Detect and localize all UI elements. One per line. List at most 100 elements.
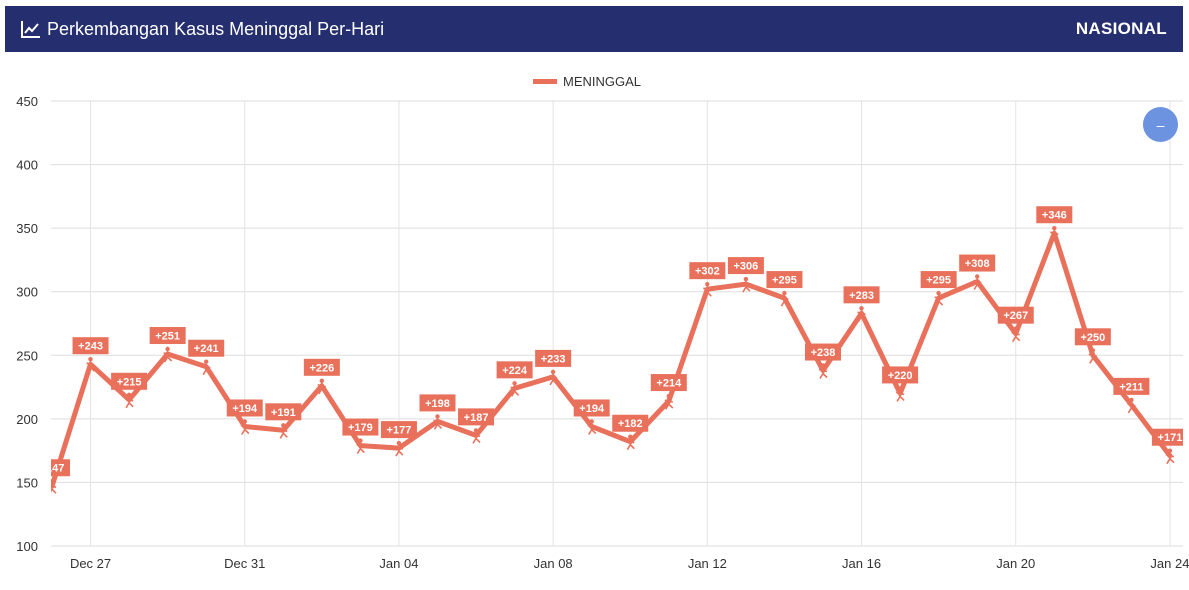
marker-head (628, 434, 633, 439)
marker-head (936, 290, 941, 296)
y-tick-label: 400 (16, 158, 38, 173)
data-point-marker (356, 438, 365, 455)
marker-head (743, 276, 749, 282)
data-label-text: +215 (117, 376, 142, 388)
data-point-marker (741, 276, 751, 293)
data-label: +194 (573, 399, 610, 417)
data-point-marker (1088, 348, 1098, 364)
data-label-text: +226 (309, 362, 334, 374)
data-point-marker (1127, 397, 1136, 414)
zoom-out-button[interactable]: – (1143, 107, 1178, 142)
data-label: +302 (689, 262, 726, 280)
data-label-box (1036, 206, 1073, 224)
data-label: +224 (496, 361, 533, 379)
marker-figure (1050, 230, 1059, 242)
data-label-text: +283 (849, 290, 874, 302)
marker-figure (587, 423, 597, 435)
data-label: +182 (612, 414, 649, 432)
data-label-box (419, 394, 456, 412)
data-label-text: +177 (387, 425, 412, 437)
data-point-marker (317, 378, 327, 395)
x-tick-label: Jan 20 (996, 556, 1035, 571)
marker-head (204, 359, 209, 364)
data-label: +346 (1036, 206, 1073, 224)
y-tick-label: 350 (16, 221, 38, 236)
data-label-text: +171 (1158, 432, 1183, 444)
data-label-box (920, 271, 957, 289)
legend-label: MENINGGAL (563, 74, 641, 89)
marker-head (396, 440, 402, 446)
data-label-text: +194 (232, 403, 258, 415)
data-label-text: +220 (888, 370, 913, 382)
data-label-box (111, 372, 148, 390)
marker-head (975, 274, 980, 279)
marker-figure (163, 351, 173, 363)
data-label-box (496, 361, 533, 379)
marker-figure (1088, 352, 1098, 364)
marker-figure (741, 281, 751, 293)
data-point-marker (664, 393, 674, 410)
data-point-marker (626, 434, 635, 451)
marker-figure (664, 398, 674, 410)
data-label: +233 (535, 349, 572, 367)
data-label-text: +147 (40, 463, 65, 475)
data-label-box (766, 271, 803, 289)
data-point-marker (433, 414, 443, 430)
header-title-group: Perkembangan Kasus Meninggal Per-Hari (21, 19, 384, 40)
data-label-text: +306 (734, 261, 759, 273)
data-point-marker (1050, 226, 1059, 242)
y-tick-label: 450 (16, 94, 38, 109)
data-label-box (612, 414, 649, 432)
data-point-marker (973, 274, 982, 290)
marker-head (51, 479, 55, 484)
marker-head (88, 357, 93, 362)
data-point-marker (202, 359, 211, 376)
marker-figure (1165, 452, 1175, 465)
data-point-marker (587, 419, 597, 435)
data-label: +241 (188, 339, 225, 357)
x-tick-label: Jan 16 (842, 556, 881, 571)
marker-figure (818, 367, 828, 379)
data-label: +251 (149, 327, 186, 345)
marker-head (705, 282, 710, 287)
marker-figure (1127, 401, 1136, 414)
y-tick-label: 150 (16, 475, 38, 490)
data-label-text: +251 (155, 331, 180, 343)
data-label: +211 (1113, 377, 1150, 395)
marker-head (1167, 448, 1173, 453)
data-label-box (650, 374, 687, 392)
marker-head (319, 378, 324, 383)
marker-head (666, 393, 671, 399)
data-point-marker (240, 419, 250, 435)
marker-head (281, 423, 286, 428)
data-point-marker (857, 306, 867, 322)
data-label-box (1074, 328, 1111, 346)
data-point-marker (124, 392, 134, 409)
data-label: +283 (843, 286, 880, 304)
marker-figure (703, 286, 712, 298)
data-label: +250 (1074, 328, 1111, 346)
data-label-text: +224 (502, 365, 528, 377)
marker-figure (356, 442, 365, 455)
marker-figure (780, 295, 789, 307)
line-chart: 100 150 200 250 300 350 400 450 Dec 27 Dec 31 Jan … (16, 74, 1189, 571)
chart-area: 100 150 200 250 300 350 400 450 Dec 27 Dec 31 Jan … (0, 60, 1189, 585)
data-point-marker (510, 381, 520, 397)
marker-figure (471, 432, 481, 444)
data-label: +214 (650, 374, 687, 392)
legend: MENINGGAL (533, 74, 641, 89)
marker-head (1129, 397, 1134, 403)
data-label-text: +308 (965, 258, 990, 270)
x-tick-label: Dec 31 (224, 556, 265, 571)
x-tick-label: Jan 24 (1150, 556, 1189, 571)
data-label: +243 (72, 337, 109, 355)
data-label-box (458, 408, 495, 426)
data-label-text: +295 (772, 275, 797, 287)
marker-head (1013, 326, 1018, 331)
marker-head (126, 392, 132, 397)
data-label-text: +179 (348, 422, 373, 434)
marker-head (165, 346, 170, 352)
scope-label: NASIONAL (1075, 19, 1167, 38)
marker-head (1052, 226, 1057, 231)
marker-figure (1011, 330, 1021, 343)
